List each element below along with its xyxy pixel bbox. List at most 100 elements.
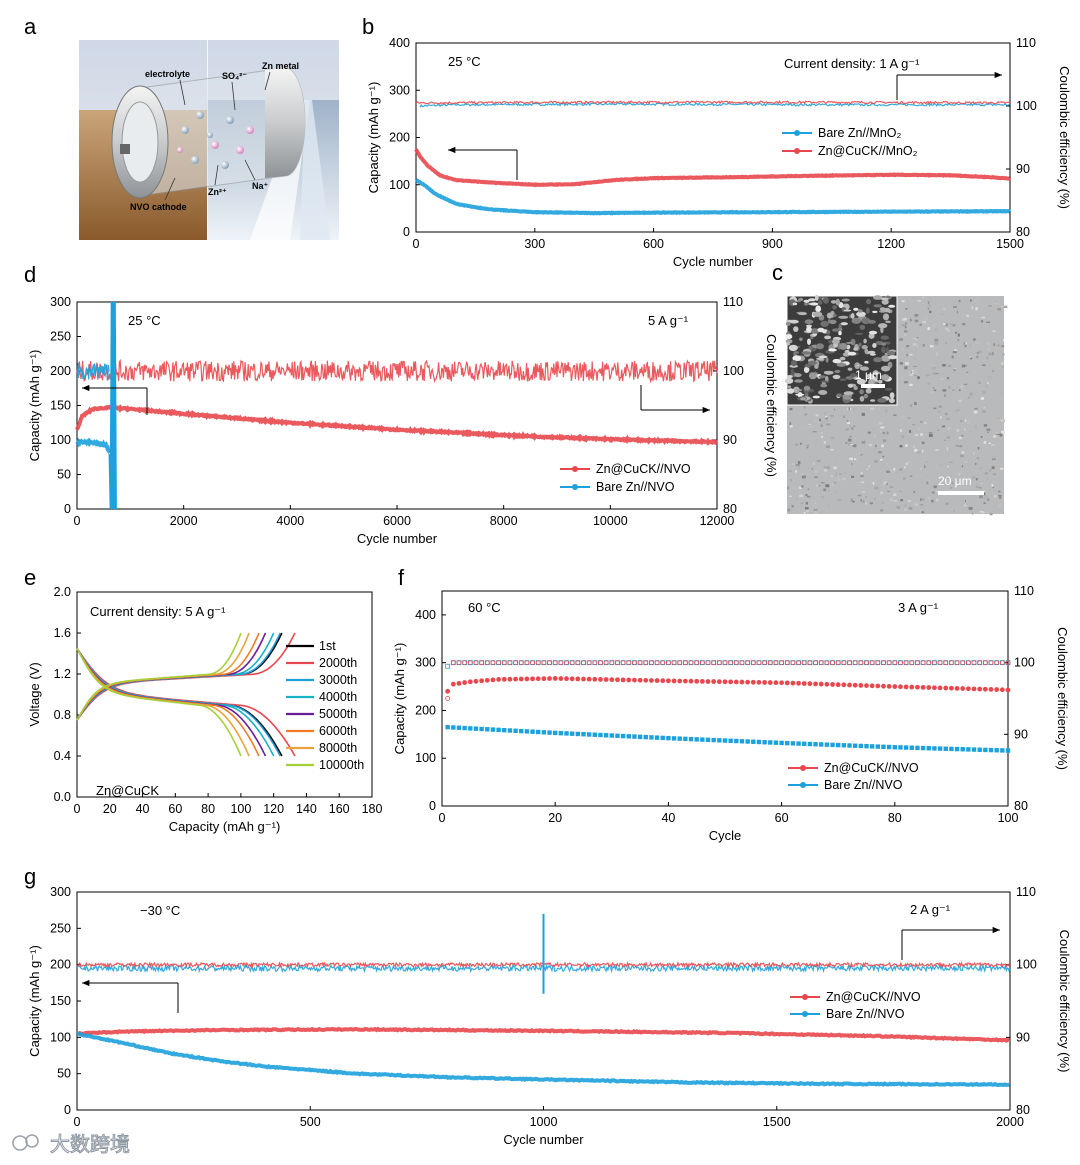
sem-grain (802, 473, 804, 476)
sem-grain (878, 451, 882, 454)
y-tick-label-f: 0 (429, 799, 436, 813)
sem-grain (828, 489, 830, 493)
capacity-marker-cuck-f (779, 680, 784, 686)
capacity-marker-bare-f (994, 748, 999, 753)
sem-grain (987, 498, 990, 501)
sem-inset-grain (808, 372, 817, 380)
sem-grain (882, 431, 886, 435)
sem-inset-grain (885, 320, 892, 323)
capacity-marker-cuck-f (903, 684, 909, 690)
capacity-marker-cuck-f (513, 676, 518, 682)
capacity-marker-cuck-f (858, 683, 864, 688)
sem-inset-grain (787, 385, 792, 389)
ce-marker-bare-f (445, 663, 451, 669)
capacity-marker-cuck-f (977, 686, 983, 692)
sem-inset-grain (843, 309, 852, 312)
sem-grain (904, 509, 907, 511)
sem-grain (813, 504, 815, 507)
y2-tick-label-f: 110 (1014, 584, 1034, 598)
sem-grain (817, 484, 822, 487)
sem-grain (845, 442, 848, 444)
capacity-marker-cuck-f (445, 688, 451, 694)
x-tick-label-f: 60 (775, 811, 789, 825)
capacity-marker-cuck-f (790, 680, 796, 686)
sem-grain (789, 495, 792, 497)
sem-inset-grain (810, 328, 820, 334)
sem-inset-grain (838, 323, 842, 329)
sem-grain (791, 486, 796, 489)
sem-inset-grain (867, 320, 876, 324)
watermark-icon-2 (25, 1134, 39, 1148)
legend-marker (794, 148, 800, 154)
sem-grain (812, 500, 816, 502)
sem-grain (960, 385, 964, 388)
sem-grain (914, 357, 916, 360)
capacity-marker-cuck-f (886, 683, 892, 689)
sem-grain (909, 354, 913, 356)
capacity-marker-bare-f (711, 737, 716, 743)
sem-inset-grain (849, 398, 854, 402)
sem-grain (860, 499, 862, 502)
sem-grain (959, 445, 963, 448)
sem-grain (835, 474, 837, 476)
sem-inset-grain (831, 328, 841, 332)
sem-grain (820, 424, 823, 427)
sem-grain (961, 465, 964, 468)
annotation-current-b: Current density: 1 A g⁻¹ (784, 56, 920, 71)
capacity-marker-bare-f (847, 743, 852, 748)
sem-grain (988, 442, 991, 444)
sem-grain (991, 483, 994, 487)
capacity-marker-bare-f (553, 730, 558, 736)
sem-inset-grain (790, 360, 798, 367)
capacity-marker-bare-f (456, 725, 462, 730)
sem-grain (821, 432, 823, 434)
sem-grain (830, 474, 833, 478)
main-scale-label: 20 μm (938, 474, 972, 488)
sem-grain (842, 415, 846, 418)
capacity-marker-cuck-f (620, 677, 626, 683)
ce-marker-cuck-f (949, 660, 954, 666)
sem-grain (986, 478, 989, 481)
sem-grain (934, 338, 939, 342)
ce-marker-cuck-f (603, 660, 609, 666)
sem-grain (936, 498, 939, 502)
sem-grain (918, 427, 921, 431)
sem-grain (944, 394, 946, 397)
capacity-marker-cuck-f (552, 676, 558, 681)
sem-grain (904, 366, 908, 370)
capacity-marker-bare-f (1000, 748, 1005, 753)
x-tick-label-f: 20 (548, 811, 562, 825)
sem-grain (900, 429, 902, 432)
sem-grain (858, 484, 862, 486)
sem-inset-grain (839, 342, 848, 350)
sem-grain (912, 297, 915, 299)
watermark-text: 大数跨境 (50, 1133, 130, 1156)
sem-grain (983, 496, 988, 500)
sem-grain (1002, 366, 1004, 368)
sem-grain (992, 486, 994, 489)
x-tick-label-e: 60 (168, 802, 182, 816)
ce-marker-cuck-f (841, 660, 847, 666)
sem-inset-grain (872, 310, 878, 314)
sem-grain (973, 338, 976, 341)
ce-marker-cuck-f (620, 660, 626, 666)
sem-inset-grain (836, 362, 847, 367)
sem-grain (972, 476, 976, 479)
sem-grain (927, 301, 930, 304)
sem-grain (920, 498, 922, 502)
capacity-marker-bare-f (802, 741, 807, 746)
ce-marker-cuck-f (535, 660, 541, 666)
sem-grain (914, 314, 919, 317)
sem-grain (902, 471, 906, 473)
capacity-marker-cuck-f (699, 678, 705, 684)
capacity-marker-bare-f (524, 729, 530, 734)
capacity-marker-bare-f (813, 742, 818, 747)
sem-inset-grain (834, 369, 841, 374)
sem-grain (865, 502, 867, 505)
x-tick-label-b: 1500 (996, 237, 1024, 251)
sem-grain (922, 343, 925, 347)
ce-marker-cuck-f (892, 660, 898, 666)
sem-grain (982, 511, 985, 514)
sem-inset-grain (868, 330, 878, 335)
capacity-marker-bare-f (819, 742, 824, 747)
